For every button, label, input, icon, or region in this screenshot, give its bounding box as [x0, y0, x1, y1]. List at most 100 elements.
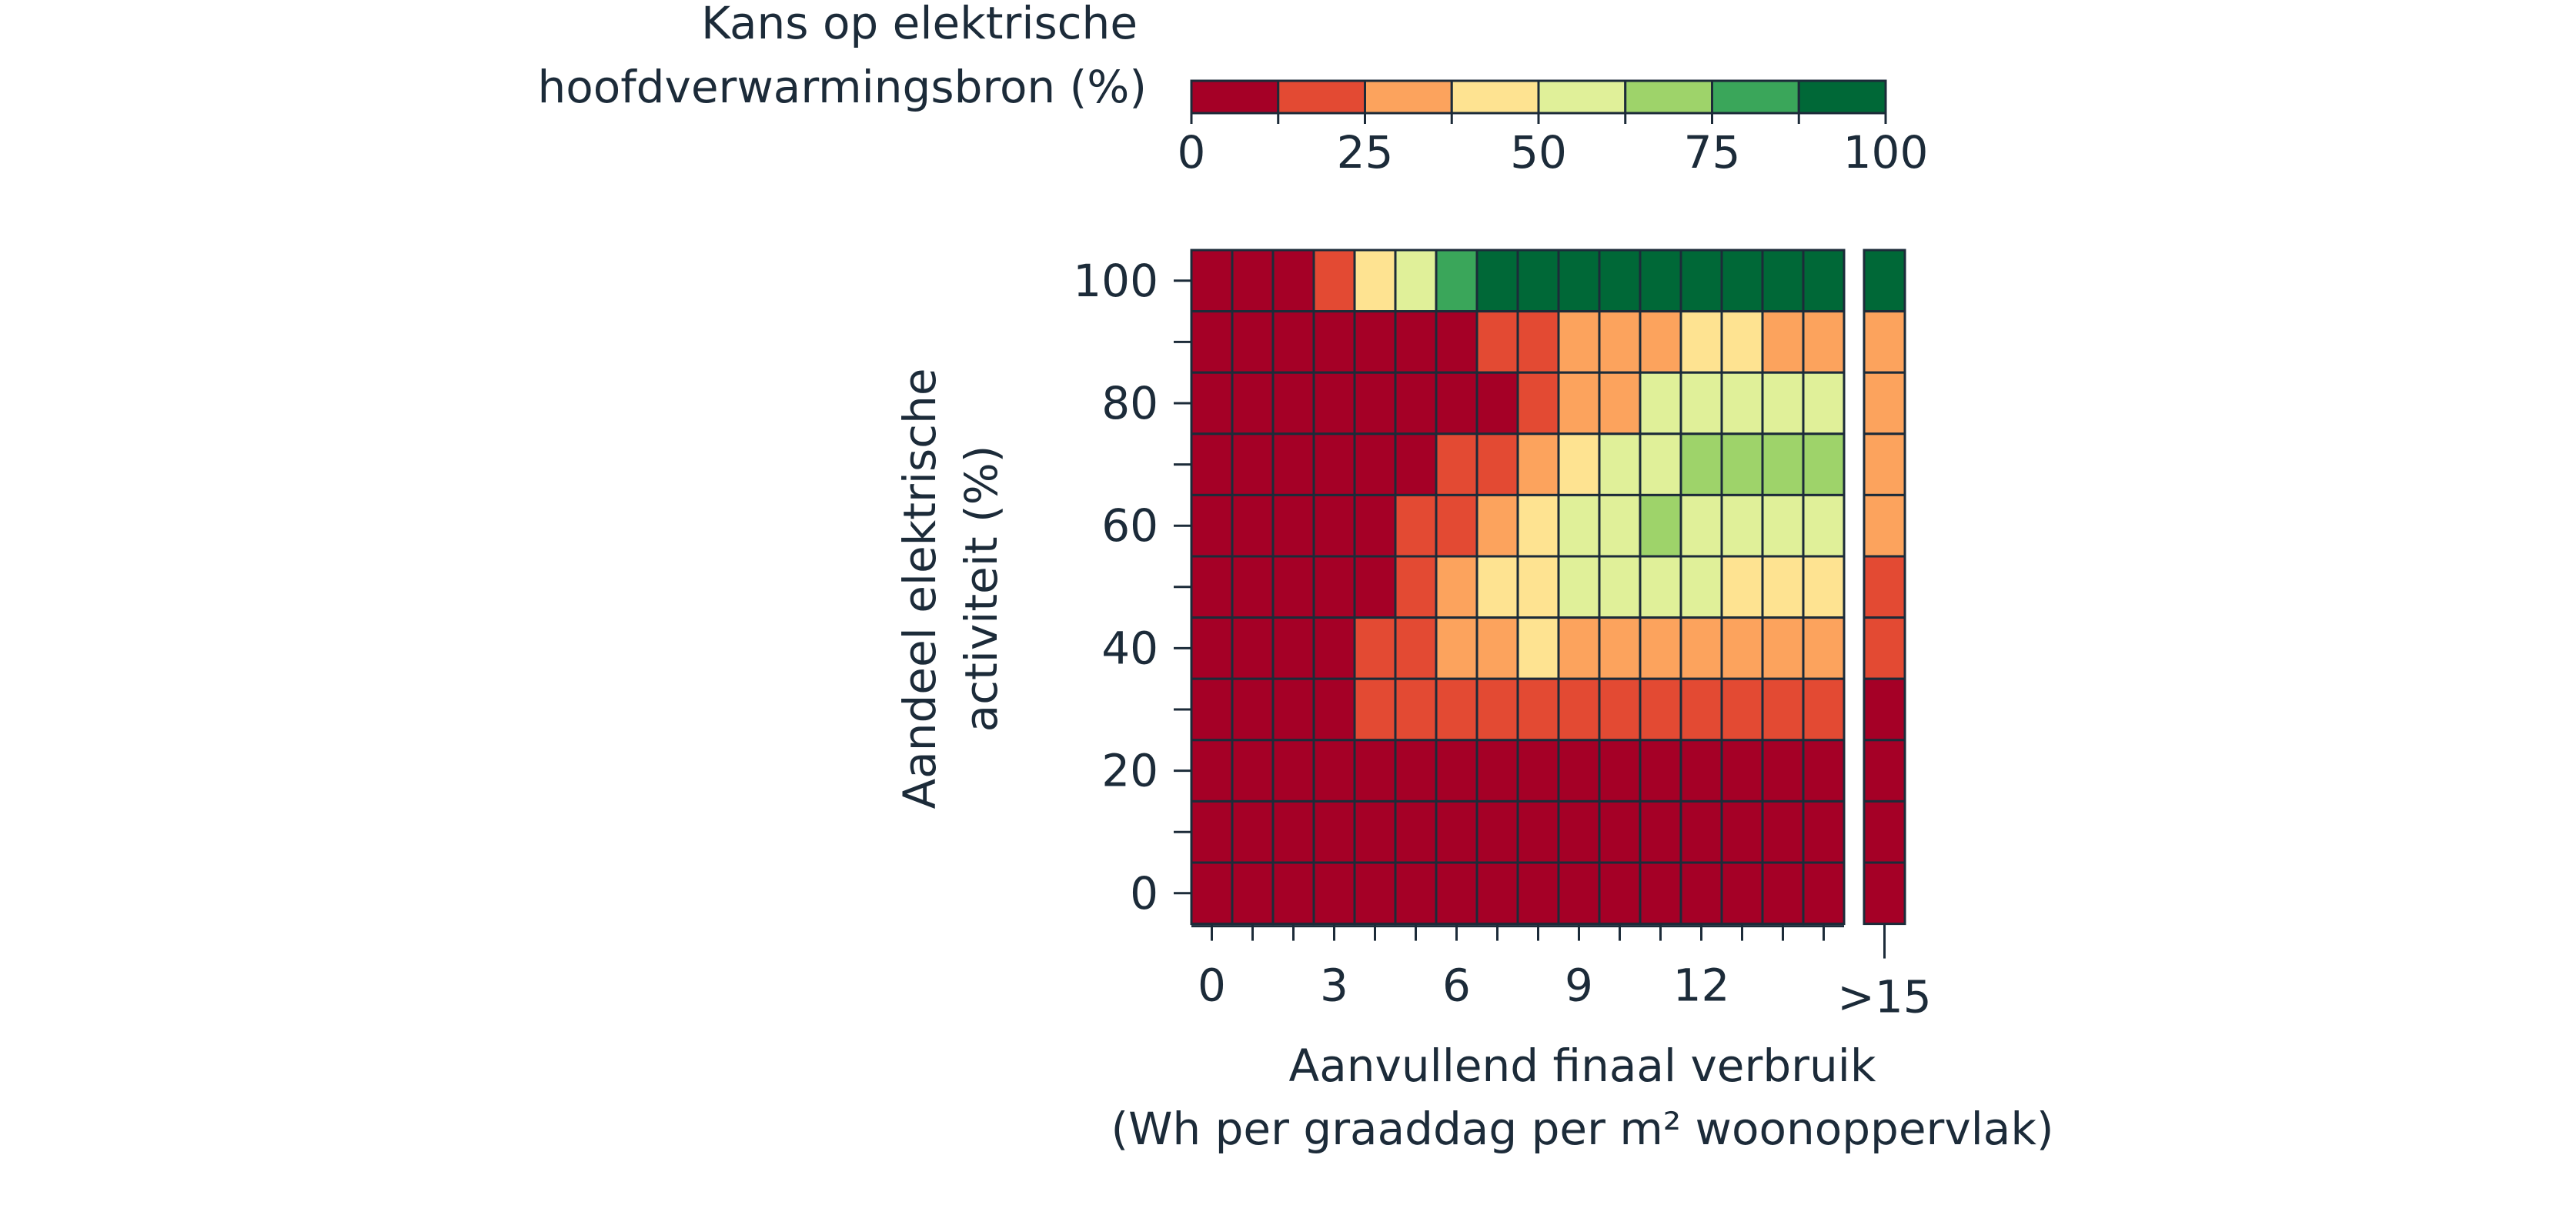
heatmap-cell-r7-c14	[1761, 677, 1805, 742]
heatmap-cell-r1-c3	[1312, 310, 1356, 374]
heatmap-cell-r1-c13	[1720, 310, 1764, 374]
heatmap-cell-r8-c6	[1435, 739, 1478, 803]
heatmap-cell-r7-c0	[1190, 677, 1234, 742]
heatmap-cell-r3-c1	[1231, 432, 1275, 496]
heatmap-cell-r3-c12	[1679, 432, 1723, 496]
heatmap-cell-r5-c3	[1312, 555, 1356, 619]
heatmap-cell-r1-c7	[1475, 310, 1519, 374]
heatmap-cell-r9-c7	[1475, 799, 1519, 864]
heatmap-cell-r6-c4	[1353, 616, 1397, 680]
legend-swatch-5	[1624, 79, 1713, 115]
heatmap-cell-r6-c7	[1475, 616, 1519, 680]
y-tick-label-0: 0	[1130, 867, 1158, 920]
heatmap-cell-r7-c7	[1475, 677, 1519, 742]
heatmap-cell-r0-c7	[1475, 249, 1519, 313]
y-tick-label-3: 60	[1101, 499, 1158, 552]
heatmap-cell-r9-c8	[1516, 799, 1560, 864]
y-tick-label-1: 20	[1101, 745, 1158, 797]
heatmap-cell-r3-c8	[1516, 432, 1560, 496]
heatmap-cell-r1-c16	[1863, 310, 1906, 374]
heatmap-cell-r0-c0	[1190, 249, 1234, 313]
heatmap-cell-r1-c10	[1598, 310, 1642, 374]
heatmap-cell-r0-c12	[1679, 249, 1723, 313]
heatmap-cell-r7-c5	[1394, 677, 1438, 742]
heatmap-cell-r6-c15	[1802, 616, 1846, 680]
heatmap-cell-r4-c14	[1761, 493, 1805, 558]
heatmap-cell-r7-c2	[1271, 677, 1315, 742]
heatmap-cell-r6-c3	[1312, 616, 1356, 680]
heatmap-cell-r3-c4	[1353, 432, 1397, 496]
heatmap-cell-r6-c10	[1598, 616, 1642, 680]
x-tick-label-0: 0	[1198, 960, 1226, 1012]
heatmap-cell-r3-c7	[1475, 432, 1519, 496]
heatmap-cell-r2-c1	[1231, 371, 1275, 436]
heatmap-cell-r0-c10	[1598, 249, 1642, 313]
heatmap-cell-r5-c9	[1557, 555, 1601, 619]
heatmap-cell-r4-c0	[1190, 493, 1234, 558]
heatmap-cell-r9-c11	[1639, 799, 1682, 864]
heatmap-cell-r5-c0	[1190, 555, 1234, 619]
legend-title-line-2: hoofdverwarmingsbron (%)	[538, 61, 1147, 113]
heatmap-cell-r3-c3	[1312, 432, 1356, 496]
heatmap-cell-r0-c14	[1761, 249, 1805, 313]
heatmap-cell-r9-c16	[1863, 799, 1906, 864]
heatmap-cell-r9-c13	[1720, 799, 1764, 864]
heatmap-cell-r0-c11	[1639, 249, 1682, 313]
x-axis-title-line-2: (Wh per graaddag per m² woonoppervlak)	[1111, 1103, 2053, 1155]
heatmap-cell-r5-c1	[1231, 555, 1275, 619]
heatmap-cell-r6-c16	[1863, 616, 1906, 680]
heatmap-cell-r0-c5	[1394, 249, 1438, 313]
heatmap-cell-r8-c4	[1353, 739, 1397, 803]
heatmap-cell-r4-c12	[1679, 493, 1723, 558]
heatmap-cell-r1-c8	[1516, 310, 1560, 374]
heatmap-cell-r1-c12	[1679, 310, 1723, 374]
heatmap-cell-r0-c16	[1863, 249, 1906, 313]
heatmap-cell-r2-c9	[1557, 371, 1601, 436]
heatmap-cell-r9-c15	[1802, 799, 1846, 864]
heatmap-cell-r9-c12	[1679, 799, 1723, 864]
legend-swatch-3	[1450, 79, 1540, 115]
heatmap-cell-r2-c0	[1190, 371, 1234, 436]
heatmap-cell-r6-c5	[1394, 616, 1438, 680]
heatmap-cell-r10-c3	[1312, 861, 1356, 926]
heatmap-cell-r8-c16	[1863, 739, 1906, 803]
heatmap-cell-r2-c6	[1435, 371, 1478, 436]
heatmap-cell-r10-c4	[1353, 861, 1397, 926]
legend-tick-label-3: 75	[1684, 126, 1741, 179]
heatmap-cell-r3-c14	[1761, 432, 1805, 496]
heatmap-cell-r6-c8	[1516, 616, 1560, 680]
heatmap-cell-r1-c5	[1394, 310, 1438, 374]
heatmap-cell-r10-c1	[1231, 861, 1275, 926]
legend-tick-label-4: 100	[1843, 126, 1929, 179]
heatmap-cells-main	[1190, 249, 1846, 926]
heatmap-cell-r10-c16	[1863, 861, 1906, 926]
y-axis-title-line-1: Aandeel elektrische	[894, 368, 946, 809]
heatmap-cell-r9-c1	[1231, 799, 1275, 864]
heatmap-cell-r2-c3	[1312, 371, 1356, 436]
heatmap-cell-r7-c9	[1557, 677, 1601, 742]
heatmap-cell-r4-c2	[1271, 493, 1315, 558]
heatmap-cell-r5-c7	[1475, 555, 1519, 619]
heatmap-cell-r7-c6	[1435, 677, 1478, 742]
heatmap-cell-r10-c5	[1394, 861, 1438, 926]
x-axis-title-line-1: Aanvullend finaal verbruik	[1289, 1040, 1876, 1092]
heatmap-cell-r8-c11	[1639, 739, 1682, 803]
heatmap-cell-r8-c5	[1394, 739, 1438, 803]
heatmap-cell-r2-c2	[1271, 371, 1315, 436]
x-tick-label-extra: >15	[1837, 971, 1931, 1023]
heatmap-cell-r6-c9	[1557, 616, 1601, 680]
y-axis-title: Aandeel elektrische activiteit (%)	[894, 368, 1007, 809]
heatmap-cell-r8-c10	[1598, 739, 1642, 803]
y-tick-label-2: 40	[1101, 622, 1158, 674]
heatmap-cell-r2-c11	[1639, 371, 1682, 436]
heatmap-cell-r6-c11	[1639, 616, 1682, 680]
legend-swatch-4	[1537, 79, 1627, 115]
heatmap-cell-r0-c2	[1271, 249, 1315, 313]
y-axis-title-line-2: activiteit (%)	[955, 446, 1007, 733]
heatmap-cell-r10-c11	[1639, 861, 1682, 926]
legend-swatches	[1190, 79, 1887, 115]
heatmap-cell-r1-c9	[1557, 310, 1601, 374]
heatmap-cell-r4-c10	[1598, 493, 1642, 558]
heatmap-cell-r10-c14	[1761, 861, 1805, 926]
